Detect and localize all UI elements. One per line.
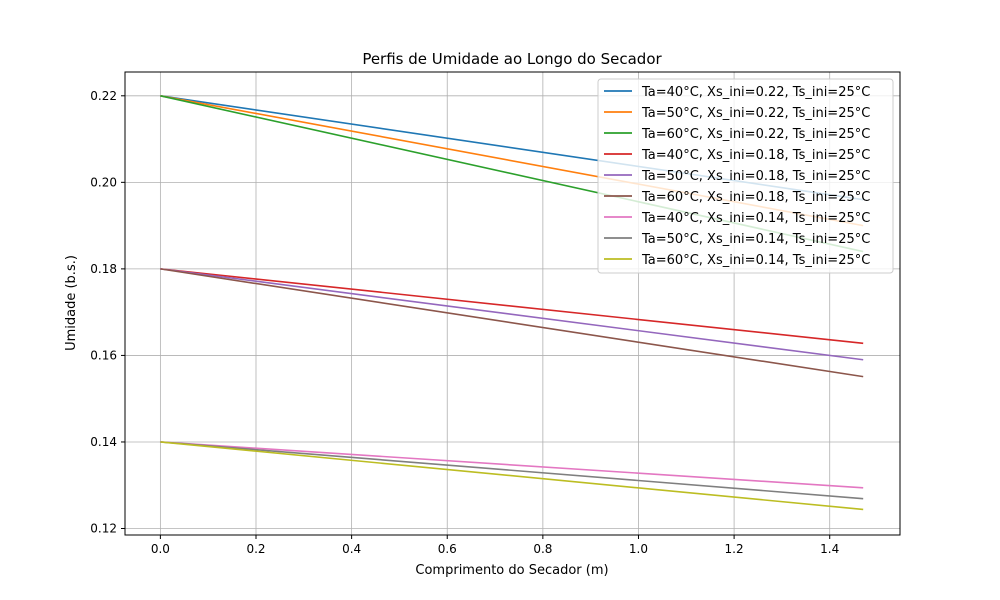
x-tick-label: 0.0	[151, 542, 170, 556]
series-lines	[160, 95, 864, 511]
x-axis-ticks: 0.0 0.2 0.4 0.6 0.8 1.0 1.2 1.4	[151, 535, 839, 556]
series-line	[160, 441, 864, 511]
chart-title: Perfis de Umidade ao Longo do Secador	[362, 50, 662, 68]
x-tick-label: 1.2	[725, 542, 744, 556]
series-line	[160, 268, 864, 361]
y-axis-label: Umidade (b.s.)	[64, 255, 79, 351]
x-tick-label: 1.4	[820, 542, 839, 556]
legend-label: Ta=60°C, Xs_ini=0.14, Ts_ini=25°C	[641, 253, 870, 268]
y-tick-label: 0.14	[90, 435, 117, 449]
legend-label: Ta=60°C, Xs_ini=0.18, Ts_ini=25°C	[641, 190, 870, 205]
x-tick-label: 0.2	[246, 542, 265, 556]
series-line	[160, 441, 864, 489]
legend-label: Ta=60°C, Xs_ini=0.22, Ts_ini=25°C	[641, 127, 870, 142]
legend-label: Ta=50°C, Xs_ini=0.18, Ts_ini=25°C	[641, 169, 870, 184]
y-tick-label: 0.12	[90, 522, 117, 536]
series-line	[160, 268, 864, 345]
x-axis-label: Comprimento do Secador (m)	[415, 563, 608, 578]
legend-box	[597, 78, 894, 274]
legend-label: Ta=50°C, Xs_ini=0.22, Ts_ini=25°C	[641, 106, 870, 121]
plot-frame	[124, 71, 901, 536]
x-tick-label: 0.6	[438, 542, 457, 556]
legend-label: Ta=40°C, Xs_ini=0.18, Ts_ini=25°C	[641, 148, 870, 163]
series-line	[160, 268, 864, 378]
x-tick-label: 0.4	[342, 542, 361, 556]
y-tick-label: 0.20	[90, 175, 117, 189]
y-tick-label: 0.16	[90, 348, 117, 362]
legend-label: Ta=40°C, Xs_ini=0.14, Ts_ini=25°C	[641, 211, 870, 226]
legend-label: Ta=40°C, Xs_ini=0.22, Ts_ini=25°C	[641, 85, 870, 100]
legend-label: Ta=50°C, Xs_ini=0.14, Ts_ini=25°C	[641, 232, 870, 247]
y-tick-label: 0.18	[90, 262, 117, 276]
x-tick-label: 0.8	[533, 542, 552, 556]
y-tick-label: 0.22	[90, 89, 117, 103]
series-line	[160, 441, 864, 500]
y-axis-ticks: 0.12 0.14 0.16 0.18 0.20 0.22	[90, 89, 125, 536]
legend: Ta=40°C, Xs_ini=0.22, Ts_ini=25°C Ta=50°C…	[597, 78, 894, 274]
x-tick-label: 1.0	[629, 542, 648, 556]
